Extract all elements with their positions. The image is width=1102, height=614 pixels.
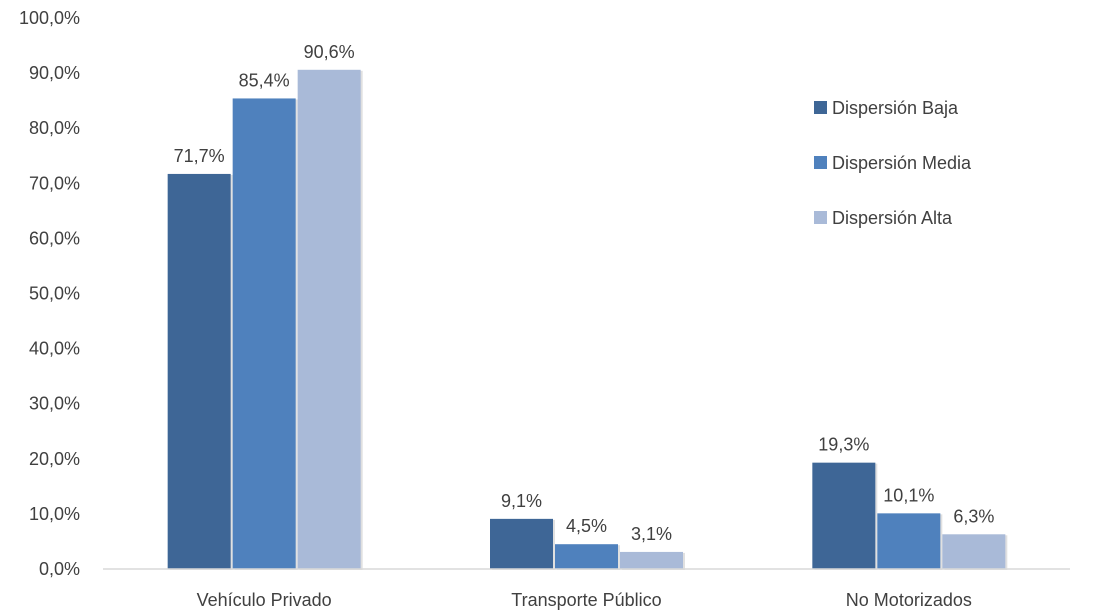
- bar: [490, 518, 553, 569]
- data-label: 90,6%: [304, 42, 355, 62]
- data-label: 6,3%: [953, 506, 994, 526]
- y-tick-label: 100,0%: [19, 8, 80, 28]
- legend-swatch: [814, 156, 827, 169]
- y-tick-label: 20,0%: [29, 449, 80, 469]
- category-label: Vehículo Privado: [197, 590, 332, 610]
- y-tick-label: 30,0%: [29, 394, 80, 414]
- bar: [555, 544, 618, 569]
- legend-label: Dispersión Alta: [832, 208, 953, 228]
- category-label: Transporte Público: [511, 590, 661, 610]
- y-tick-label: 0,0%: [39, 559, 80, 579]
- bar: [297, 69, 361, 569]
- data-labels: 71,7% 85,4% 90,6% 9,1% 4,5% 3,1% 19,3% 10,1% 6,3…: [174, 42, 995, 544]
- bar: [620, 551, 683, 569]
- data-label: 19,3%: [818, 435, 869, 455]
- y-tick-label: 10,0%: [29, 504, 80, 524]
- data-label: 85,4%: [239, 70, 290, 90]
- category-labels: Vehículo Privado Transporte Público No Mot…: [197, 590, 972, 610]
- legend-label: Dispersión Media: [832, 153, 972, 173]
- bars: [167, 69, 1008, 571]
- data-label: 71,7%: [174, 146, 225, 166]
- y-tick-label: 70,0%: [29, 173, 80, 193]
- data-label: 9,1%: [501, 491, 542, 511]
- bar: [812, 462, 876, 569]
- y-axis-ticks: 0,0% 10,0% 20,0% 30,0% 40,0% 50,0% 60,0% 70,0% 8…: [19, 8, 80, 579]
- bar: [942, 534, 1006, 569]
- legend-swatch: [814, 101, 827, 114]
- data-label: 3,1%: [631, 524, 672, 544]
- data-label: 4,5%: [566, 516, 607, 536]
- bar: [232, 98, 296, 570]
- legend: Dispersión Baja Dispersión Media Dispersió…: [814, 98, 972, 228]
- category-label: No Motorizados: [846, 590, 972, 610]
- data-label: 10,1%: [883, 485, 934, 505]
- bar: [167, 173, 231, 570]
- y-tick-label: 40,0%: [29, 339, 80, 359]
- y-tick-label: 50,0%: [29, 284, 80, 304]
- legend-swatch: [814, 211, 827, 224]
- legend-label: Dispersión Baja: [832, 98, 959, 118]
- y-tick-label: 80,0%: [29, 118, 80, 138]
- bar: [877, 513, 941, 569]
- y-tick-label: 90,0%: [29, 63, 80, 83]
- y-tick-label: 60,0%: [29, 228, 80, 248]
